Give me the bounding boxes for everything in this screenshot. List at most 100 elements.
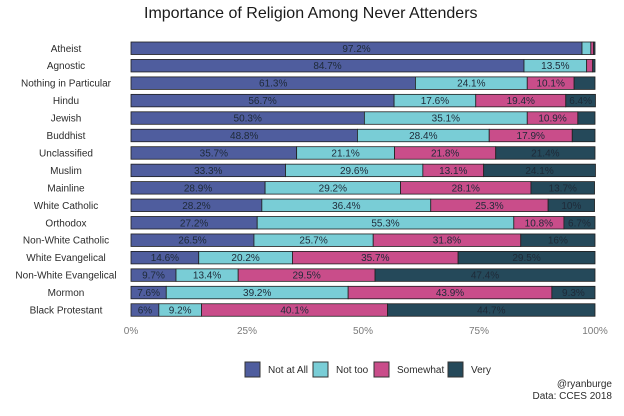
data-label: 9.3% (562, 288, 585, 299)
data-label: 10% (561, 201, 581, 212)
x-tick-label: 0% (124, 326, 139, 337)
data-label: 29.5% (512, 253, 540, 264)
data-label: 35.1% (432, 114, 460, 125)
data-label: 35.7% (361, 253, 389, 264)
bar-segment-very (374, 268, 596, 282)
data-label: 14.6% (151, 253, 179, 264)
data-label: 31.8% (433, 236, 461, 247)
category-label: Hindu (53, 96, 79, 107)
data-labels: 97.2%84.7% 13.5% 61.3% 24.1% 10.1% 56.7% 17.6%… (137, 44, 592, 317)
category-label: Agnostic (47, 61, 85, 72)
data-label: 29.2% (319, 183, 347, 194)
source-caption: Data: CCES 2018 (533, 391, 613, 402)
data-label: 56.7% (248, 96, 276, 107)
data-label: 33.3% (194, 166, 222, 177)
legend-swatch-not-at-all (244, 361, 261, 378)
data-label: 7.6% (137, 288, 160, 299)
data-label: 16% (548, 236, 568, 247)
author-caption: @ryanburge (557, 379, 613, 390)
data-label: 10.8% (525, 218, 553, 229)
data-label: 13.4% (193, 271, 221, 282)
bar-segment-very (530, 181, 595, 195)
bar-segment-very (483, 163, 596, 178)
bar-segment-very (577, 111, 596, 125)
category-label: Black Protestant (30, 306, 103, 317)
category-label: Buddhist (47, 131, 86, 142)
legend-label: Very (471, 365, 491, 376)
data-label: 48.8% (230, 131, 258, 142)
bar-segment-very (571, 128, 596, 143)
bar-segment-very (573, 76, 596, 90)
category-label: Muslim (50, 166, 82, 177)
legend: Not at All Not too Somewhat Very (244, 361, 491, 378)
category-label: Non-White Catholic (23, 236, 109, 247)
legend-swatch-very (447, 361, 464, 378)
bar-segment-somewhat (586, 59, 594, 73)
data-label: 6% (138, 306, 153, 317)
data-label: 21.4% (531, 148, 559, 159)
data-label: 19.4% (507, 96, 535, 107)
category-label: Atheist (51, 44, 82, 55)
data-label: 26.5% (178, 236, 206, 247)
data-label: 25.7% (299, 236, 327, 247)
category-label: Mormon (48, 288, 85, 299)
bar-segment-very (457, 250, 596, 265)
data-label: 17.6% (421, 96, 449, 107)
x-tick-label: 75% (469, 326, 489, 337)
data-label: 13.5% (541, 61, 569, 72)
category-label: Orthodox (45, 218, 86, 229)
data-label: 43.9% (436, 288, 464, 299)
bar-segment-very (495, 146, 596, 160)
data-label: 6.7% (568, 218, 591, 229)
legend-label: Not at All (268, 365, 308, 376)
bar-segment-somewhat (590, 41, 595, 55)
data-label: 10.9% (538, 114, 566, 125)
category-label: Mainline (47, 183, 85, 194)
data-label: 55.3% (371, 218, 399, 229)
data-label: 13.1% (439, 166, 467, 177)
data-label: 6.4% (569, 96, 592, 107)
data-label: 27.2% (180, 218, 208, 229)
category-label: Non-White Evangelical (15, 271, 116, 282)
bar-segment-very (387, 303, 596, 317)
data-label: 28.2% (182, 201, 210, 212)
data-label: 36.4% (332, 201, 360, 212)
category-label: Unclassified (39, 148, 93, 159)
legend-swatch-not-too (312, 361, 329, 378)
data-label: 61.3% (259, 79, 287, 90)
data-label: 35.7% (200, 148, 228, 159)
category-label: Nothing in Particular (21, 79, 112, 90)
bar-segment-very (592, 59, 596, 73)
bar-segment-not-too (581, 41, 592, 55)
data-label: 50.3% (234, 114, 262, 125)
x-tick-label: 100% (582, 326, 608, 337)
bar-segment-very (593, 41, 596, 55)
bar-segment-very (563, 216, 596, 230)
data-label: 20.2% (231, 253, 259, 264)
data-label: 29.5% (292, 271, 320, 282)
x-tick-label: 50% (353, 326, 373, 337)
bar-segment-very (551, 285, 596, 300)
legend-label: Not too (336, 365, 369, 376)
data-label: 97.2% (342, 44, 370, 55)
bar-segment-very (565, 93, 596, 108)
data-label: 9.7% (142, 271, 165, 282)
x-axis-ticks: 0% 25% 50% 75% 100% (124, 326, 608, 337)
legend-label: Somewhat (397, 365, 444, 376)
data-label: 21.8% (431, 148, 459, 159)
bar-segment-very (520, 233, 596, 247)
data-label: 25.3% (475, 201, 503, 212)
category-label: White Catholic (34, 201, 98, 212)
data-label: 9.2% (169, 306, 192, 317)
data-label: 24.1% (525, 166, 553, 177)
data-label: 84.7% (313, 61, 341, 72)
category-label: Jewish (51, 114, 82, 125)
data-label: 47.4% (471, 271, 499, 282)
data-label: 44.7% (477, 306, 505, 317)
data-label: 21.1% (331, 148, 359, 159)
data-label: 29.6% (340, 166, 368, 177)
bars (130, 41, 596, 317)
data-label: 28.4% (409, 131, 437, 142)
data-label: 39.2% (243, 288, 271, 299)
legend-swatch-somewhat (373, 361, 390, 378)
